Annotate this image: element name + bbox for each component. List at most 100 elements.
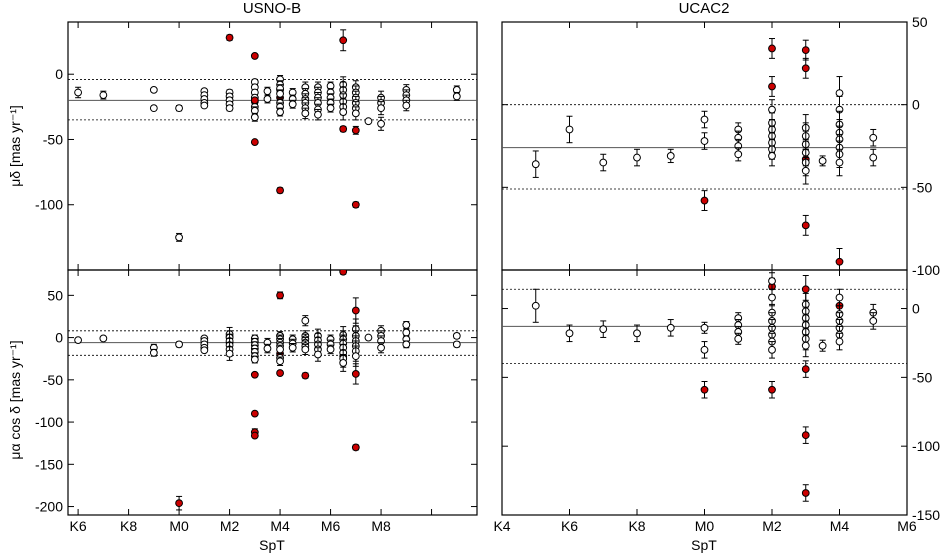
- y-tick-label: -100: [912, 262, 940, 278]
- data-point: [225, 104, 234, 113]
- outlier-point: [700, 385, 709, 394]
- outlier-point: [768, 44, 776, 53]
- data-point: [801, 166, 810, 175]
- data-point: [666, 152, 675, 160]
- outlier-point: [250, 52, 259, 60]
- outlier-point: [301, 371, 310, 380]
- data-point: [734, 150, 743, 159]
- data-point: [250, 113, 259, 122]
- data-point: [263, 87, 272, 96]
- data-point: [801, 341, 810, 350]
- data-point: [200, 346, 209, 355]
- outlier-point: [339, 36, 348, 45]
- outlier-point: [768, 82, 776, 91]
- data-point: [700, 137, 709, 145]
- data-point: [301, 316, 310, 325]
- data-point: [99, 91, 108, 99]
- data-point: [452, 331, 461, 340]
- y-axis-title-top: μδ [mas yr⁻¹]: [7, 105, 23, 187]
- outlier-point: [801, 431, 810, 440]
- data-point: [314, 110, 322, 119]
- data-point: [263, 344, 272, 353]
- y-tick-label: 0: [55, 330, 63, 346]
- x-tick-label: M6: [321, 518, 341, 534]
- outlier-point: [225, 33, 234, 42]
- data-point: [175, 340, 183, 349]
- x-tick-label: M2: [762, 518, 782, 534]
- data-point: [74, 88, 82, 97]
- plot-frame: [67, 269, 478, 516]
- data-point: [768, 105, 776, 114]
- data-point: [364, 333, 373, 342]
- outlier-point: [801, 221, 810, 230]
- outlier-point: [351, 443, 360, 452]
- y-tick-label: -100: [912, 438, 940, 454]
- data-point: [869, 133, 878, 142]
- outlier-point: [700, 196, 709, 205]
- data-point: [531, 160, 540, 169]
- outlier-point: [801, 285, 810, 294]
- data-point: [402, 101, 411, 110]
- y-tick-label: 50: [47, 287, 63, 303]
- data-point: [351, 109, 360, 118]
- outlier-point: [250, 431, 259, 440]
- outlier-point: [351, 126, 360, 135]
- data-point: [734, 334, 743, 343]
- data-point: [288, 343, 297, 352]
- data-points: [531, 272, 878, 502]
- outlier-point: [175, 499, 183, 508]
- outlier-point: [339, 125, 348, 133]
- data-point: [339, 359, 348, 367]
- data-point: [452, 340, 461, 349]
- outlier-point: [351, 370, 360, 378]
- y-tick-label: -50: [43, 372, 63, 388]
- data-point: [301, 109, 310, 118]
- data-point: [326, 104, 335, 113]
- y-tick-label: -50: [43, 131, 63, 147]
- outlier-point: [276, 291, 284, 300]
- data-point: [200, 101, 209, 110]
- data-point: [175, 104, 183, 113]
- data-point: [565, 329, 574, 338]
- x-tick-label: K8: [628, 518, 645, 534]
- data-point: [74, 336, 82, 345]
- x-tick-label: M0: [695, 518, 715, 534]
- data-point: [339, 108, 348, 116]
- outlier-point: [835, 257, 844, 266]
- data-point: [99, 334, 108, 343]
- outlier-point: [276, 369, 284, 377]
- ucac-bottom-panel: K4 K6 K8 M0 M2 M4 M6 0 -50 -100 -150: [493, 269, 940, 534]
- data-point: [377, 119, 385, 128]
- x-tick-label: K6: [561, 518, 578, 534]
- outlier-point: [250, 138, 259, 146]
- data-point: [768, 277, 776, 285]
- outlier-point: [351, 200, 360, 209]
- data-point: [276, 108, 284, 116]
- data-point: [599, 325, 608, 334]
- data-point: [452, 92, 461, 101]
- outlier-point: [801, 46, 810, 55]
- data-point: [377, 104, 385, 113]
- x-tick-label: M4: [830, 518, 850, 534]
- outlier-point: [801, 489, 810, 497]
- outlier-point: [351, 306, 360, 315]
- data-point: [666, 323, 675, 332]
- x-axis-title-left: SpT: [259, 537, 285, 553]
- x-tick-label: K8: [120, 518, 137, 534]
- data-point: [149, 348, 158, 357]
- x-tick-label: K4: [493, 518, 510, 534]
- data-point: [700, 115, 709, 124]
- data-points: [74, 270, 461, 511]
- data-point: [314, 350, 322, 359]
- data-point: [531, 301, 540, 310]
- data-point: [402, 321, 411, 329]
- data-point: [768, 152, 776, 160]
- data-point: [276, 89, 284, 98]
- y-axis-title-bottom: μα cos δ [mas yr⁻¹]: [7, 340, 23, 459]
- ucac-panel-title: UCAC2: [679, 0, 730, 17]
- data-point: [869, 317, 878, 325]
- data-point: [599, 158, 608, 167]
- y-tick-label: -50: [912, 179, 932, 195]
- data-point: [250, 355, 259, 364]
